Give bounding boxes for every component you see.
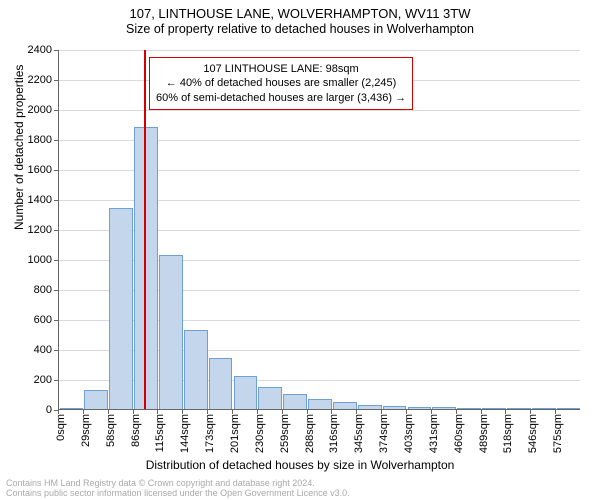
- histogram-bar: [383, 406, 407, 409]
- annotation-box: 107 LINTHOUSE LANE: 98sqm ← 40% of detac…: [149, 57, 413, 110]
- xtick-label: 316sqm: [328, 414, 340, 453]
- xtick-label: 173sqm: [204, 414, 216, 453]
- xtick-label: 546sqm: [527, 414, 539, 453]
- histogram-bar: [308, 399, 332, 409]
- gridline: [59, 110, 580, 111]
- main-title: 107, LINTHOUSE LANE, WOLVERHAMPTON, WV11…: [0, 6, 600, 21]
- ytick-label: 600: [12, 314, 52, 326]
- histogram-bar: [408, 407, 432, 409]
- ytick-label: 1600: [12, 164, 52, 176]
- histogram-bar: [84, 390, 108, 410]
- xtick-label: 575sqm: [552, 414, 564, 453]
- xtick-label: 288sqm: [304, 414, 316, 453]
- footer-line: Contains public sector information licen…: [6, 489, 350, 499]
- ytick-label: 1000: [12, 254, 52, 266]
- ytick-label: 1800: [12, 134, 52, 146]
- xtick-label: 345sqm: [353, 414, 365, 453]
- ytick-mark: [54, 320, 58, 321]
- chart-area: 107 LINTHOUSE LANE: 98sqm ← 40% of detac…: [58, 50, 580, 410]
- annotation-line: 60% of semi-detached houses are larger (…: [156, 91, 406, 105]
- ytick-label: 200: [12, 374, 52, 386]
- ytick-mark: [54, 260, 58, 261]
- histogram-bar: [333, 402, 357, 409]
- ytick-mark: [54, 80, 58, 81]
- ytick-label: 2400: [12, 44, 52, 56]
- histogram-bar: [184, 330, 208, 410]
- ytick-label: 0: [12, 404, 52, 416]
- histogram-bar: [507, 408, 531, 409]
- sub-title: Size of property relative to detached ho…: [0, 22, 600, 36]
- xtick-label: 144sqm: [179, 414, 191, 453]
- histogram-bar: [532, 408, 556, 409]
- xtick-label: 115sqm: [154, 414, 166, 452]
- ytick-mark: [54, 230, 58, 231]
- ytick-label: 800: [12, 284, 52, 296]
- xtick-label: 0sqm: [55, 414, 67, 441]
- ytick-label: 1200: [12, 224, 52, 236]
- xtick-label: 403sqm: [403, 414, 415, 453]
- xtick-label: 58sqm: [105, 414, 117, 447]
- ytick-mark: [54, 350, 58, 351]
- xtick-label: 374sqm: [378, 414, 390, 453]
- x-axis-label: Distribution of detached houses by size …: [0, 458, 600, 472]
- histogram-bar: [60, 408, 84, 409]
- ytick-mark: [54, 50, 58, 51]
- annotation-line: 107 LINTHOUSE LANE: 98sqm: [156, 62, 406, 76]
- ytick-mark: [54, 380, 58, 381]
- annotation-line: ← 40% of detached houses are smaller (2,…: [156, 76, 406, 90]
- histogram-bar: [283, 394, 307, 409]
- histogram-bar: [234, 376, 258, 409]
- ytick-mark: [54, 110, 58, 111]
- xtick-label: 29sqm: [80, 414, 92, 447]
- histogram-bar: [159, 255, 183, 410]
- xtick-label: 518sqm: [502, 414, 514, 453]
- xtick-label: 431sqm: [428, 414, 440, 453]
- chart-titles: 107, LINTHOUSE LANE, WOLVERHAMPTON, WV11…: [0, 0, 600, 36]
- ytick-label: 1400: [12, 194, 52, 206]
- reference-line: [144, 50, 146, 409]
- xtick-label: 460sqm: [453, 414, 465, 453]
- histogram-bar: [358, 405, 382, 410]
- xtick-label: 489sqm: [478, 414, 490, 453]
- ytick-mark: [54, 140, 58, 141]
- gridline: [59, 50, 580, 51]
- xtick-label: 259sqm: [279, 414, 291, 453]
- xtick-label: 201sqm: [229, 414, 241, 453]
- ytick-label: 2000: [12, 104, 52, 116]
- footer-attribution: Contains HM Land Registry data © Crown c…: [6, 479, 350, 499]
- ytick-label: 2200: [12, 74, 52, 86]
- histogram-bar: [557, 408, 581, 409]
- histogram-bar: [432, 407, 456, 409]
- histogram-bar: [258, 387, 282, 410]
- ytick-mark: [54, 290, 58, 291]
- plot-region: 107 LINTHOUSE LANE: 98sqm ← 40% of detac…: [58, 50, 580, 410]
- ytick-label: 400: [12, 344, 52, 356]
- ytick-mark: [54, 200, 58, 201]
- xtick-label: 86sqm: [130, 414, 142, 447]
- xtick-label: 230sqm: [254, 414, 266, 453]
- ytick-mark: [54, 170, 58, 171]
- histogram-bar: [109, 208, 133, 409]
- histogram-bar: [209, 358, 233, 409]
- histogram-bar: [457, 408, 481, 409]
- histogram-bar: [482, 408, 506, 409]
- histogram-bar: [134, 127, 158, 409]
